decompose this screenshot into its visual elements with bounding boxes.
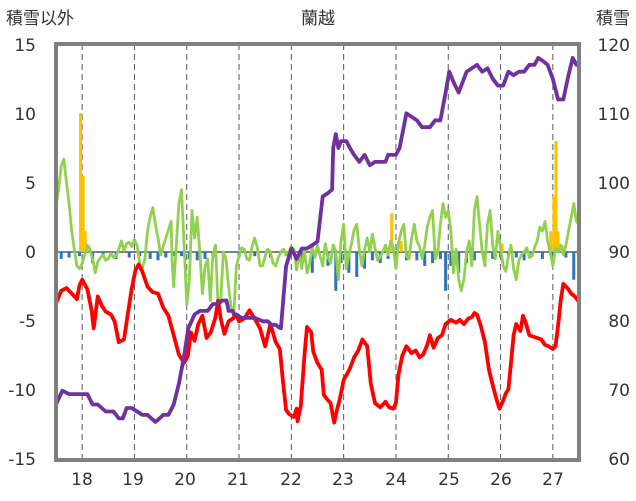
left-tick-label: -15 [8,450,36,470]
snow-change-bar [148,252,152,259]
snow-change-bar [67,252,71,258]
snow-change-bar [180,252,184,257]
snowfall-bar [79,113,83,252]
left-tick-label: 15 [14,36,36,56]
snow-change-bar [334,252,338,291]
x-tick-label: 18 [71,470,93,490]
snow-change-bar [491,252,495,259]
temperature-line [54,262,581,425]
snowfall-bar [399,240,403,252]
snow-change-bar [172,252,176,257]
right-tick-label: 110 [598,105,630,125]
snow-change-bar [415,252,419,261]
snow-change-bar [127,252,131,258]
temp-variation-line [54,157,581,316]
snow-change-bar [564,252,568,258]
snow-change-bar [203,252,207,259]
snow-change-bar [449,252,453,266]
x-tick-label: 19 [122,470,144,490]
x-tick-label: 26 [490,470,512,490]
left-tick-label: -10 [8,381,36,401]
snowfall-bar [81,175,85,252]
snow-change-bar [363,252,367,269]
right-tick-label: 100 [598,174,630,194]
snow-change-bar [423,252,427,266]
x-tick-label: 22 [280,470,302,490]
snowfall-bar [549,231,553,252]
left-axis-title: 積雪以外 [6,9,74,29]
right-tick-label: 90 [608,243,630,263]
x-tick-label: 25 [438,470,460,490]
right-tick-label: 120 [598,36,630,56]
plot-area [54,42,581,462]
x-tick-label: 27 [542,470,564,490]
snow-change-bar [457,252,461,273]
snowfall-bar [390,213,394,252]
snow-change-bar [540,252,544,259]
snowfall-bar [556,231,560,252]
x-tick-labels: 18 19 20 21 22 23 24 25 26 27 [71,470,564,490]
x-tick-label: 21 [227,470,249,490]
snow-change-bar [572,252,576,280]
snow-change-bar [522,252,526,261]
right-tick-label: 60 [608,450,630,470]
snow-change-bar [472,252,476,261]
left-tick-label: -5 [19,312,36,332]
right-axis-title: 積雪 [596,9,630,29]
right-tick-label: 70 [608,381,630,401]
snow-change-bar [438,252,442,259]
x-tick-label: 23 [332,470,354,490]
snowfall-bar [83,231,87,252]
snow-depth-line [54,56,579,424]
snowfall-bar [500,243,504,252]
snow-change-bar [444,252,448,291]
left-tick-labels: 15 10 5 0 -5 -10 -15 [8,36,36,470]
snow-change-bar [431,252,435,264]
snow-change-bar [164,252,168,258]
snow-change-bar [370,252,374,261]
snow-change-bar [355,252,359,277]
snow-change-bar [310,252,314,273]
right-tick-label: 80 [608,312,630,332]
left-tick-label: 0 [25,243,36,263]
snow-change-bar [195,252,199,261]
left-tick-label: 5 [25,174,36,194]
chart-title: 蘭越 [301,9,335,29]
plot-frame [54,42,581,462]
snowfall-bar [554,141,558,252]
snow-change-bar [78,252,82,257]
x-tick-label: 24 [385,470,407,490]
snow-change-bar [59,252,63,259]
x-tick-label: 20 [174,470,196,490]
right-tick-labels: 120 110 100 90 80 70 60 [598,36,630,470]
left-tick-label: 10 [14,105,36,125]
snow-change-bar [156,252,160,261]
snow-change-bar [514,252,518,258]
snowfall-bar [552,196,556,252]
snow-change-bar [253,252,257,257]
